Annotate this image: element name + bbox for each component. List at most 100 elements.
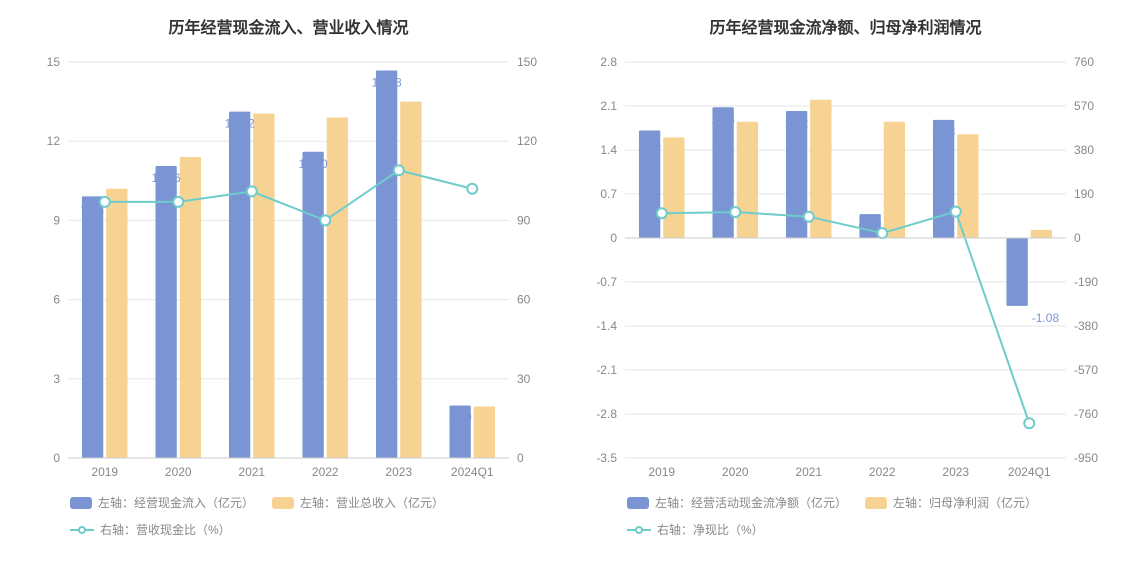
chart-right: -3.5-2.8-2.1-1.4-0.700.71.42.12.8-950-76…: [577, 48, 1114, 488]
legend-label: 左轴：经营现金流入（亿元）: [98, 494, 254, 511]
panel-right: 历年经营现金流净额、归母净利润情况 -3.5 -2.8 -2.1 -1.4 -0.7 0 0…: [577, 8, 1114, 538]
x-tick-label: 2019: [648, 465, 675, 479]
legend-swatch-icon: [627, 524, 651, 536]
svg-text:30: 30: [517, 372, 531, 386]
marker-ratio: [467, 184, 477, 194]
bar-revenue: [106, 189, 127, 458]
legend-label: 左轴：经营活动现金流净额（亿元）: [655, 494, 847, 511]
svg-text:0: 0: [1074, 231, 1081, 245]
marker-ratio: [173, 197, 183, 207]
marker-ratio: [247, 186, 257, 196]
bar-net_profit: [884, 122, 905, 238]
svg-text:-1.4: -1.4: [596, 319, 617, 333]
svg-text:-380: -380: [1074, 319, 1098, 333]
chart-right-svg: -3.5-2.8-2.1-1.4-0.700.71.42.12.8-950-76…: [577, 48, 1114, 488]
marker-net_ratio: [951, 207, 961, 217]
svg-text:-0.7: -0.7: [596, 275, 617, 289]
x-tick-label: 2020: [722, 465, 749, 479]
bar-revenue: [253, 113, 274, 458]
legend-swatch-icon: [627, 497, 649, 509]
svg-text:9: 9: [53, 213, 60, 227]
svg-text:0: 0: [53, 451, 60, 465]
svg-text:3: 3: [53, 372, 60, 386]
bar-revenue: [327, 117, 348, 458]
svg-text:15: 15: [47, 55, 61, 69]
x-tick-label: 2020: [165, 465, 192, 479]
x-tick-label: 2019: [91, 465, 118, 479]
marker-net_ratio: [657, 208, 667, 218]
legend-label: 右轴：净现比（%）: [657, 521, 764, 538]
bar-cash_inflow: [376, 70, 397, 458]
svg-text:12: 12: [47, 134, 61, 148]
bar-label: 11.06: [152, 171, 181, 185]
legend-item-net_profit[interactable]: 左轴：归母净利润（亿元）: [865, 494, 1037, 511]
legend-swatch-icon: [272, 497, 294, 509]
svg-text:2.8: 2.8: [600, 55, 617, 69]
svg-text:-2.8: -2.8: [596, 407, 617, 421]
legend-label: 左轴：营业总收入（亿元）: [300, 494, 444, 511]
bar-net_profit: [663, 137, 684, 238]
legend-swatch-icon: [865, 497, 887, 509]
chart-left-legend: 左轴：经营现金流入（亿元） 左轴：营业总收入（亿元） 右轴：营收现金比（%）: [20, 488, 557, 538]
bar-revenue: [400, 102, 421, 458]
svg-text:190: 190: [1074, 187, 1094, 201]
bar-net_profit: [1031, 230, 1052, 238]
x-tick-label: 2023: [385, 465, 412, 479]
bar-cash_inflow: [229, 112, 250, 458]
svg-text:-760: -760: [1074, 407, 1098, 421]
marker-net_ratio: [877, 228, 887, 238]
marker-net_ratio: [804, 212, 814, 222]
svg-text:6: 6: [53, 293, 60, 307]
svg-text:1.4: 1.4: [600, 143, 617, 157]
x-tick-label: 2024Q1: [1008, 465, 1051, 479]
chart-left: 0369121503060901201509.9111.0613.1211.60…: [20, 48, 557, 488]
svg-text:760: 760: [1074, 55, 1094, 69]
svg-text:-3.5: -3.5: [596, 451, 617, 465]
legend-item-net_ratio[interactable]: 右轴：净现比（%）: [627, 521, 764, 538]
legend-item-cash_inflow[interactable]: 左轴：经营现金流入（亿元）: [70, 494, 254, 511]
svg-text:570: 570: [1074, 99, 1094, 113]
x-tick-label: 2022: [869, 465, 896, 479]
chart-left-svg: 0369121503060901201509.9111.0613.1211.60…: [20, 48, 557, 488]
bar-label: 2.08: [711, 112, 735, 126]
bar-label: 14.68: [372, 75, 402, 89]
chart-right-title: 历年经营现金流净额、归母净利润情况: [577, 14, 1114, 38]
marker-net_ratio: [1024, 418, 1034, 428]
svg-text:0: 0: [517, 451, 524, 465]
legend-label: 右轴：营收现金比（%）: [100, 521, 231, 538]
legend-item-revenue[interactable]: 左轴：营业总收入（亿元）: [272, 494, 444, 511]
bar-cash_inflow: [302, 152, 323, 458]
svg-text:2.1: 2.1: [600, 99, 617, 113]
bar-label: 1.99: [448, 410, 472, 424]
marker-ratio: [320, 215, 330, 225]
bar-label: 13.12: [225, 117, 255, 131]
x-tick-label: 2022: [312, 465, 339, 479]
bar-net_cashflow: [712, 107, 733, 238]
svg-text:0.7: 0.7: [600, 187, 617, 201]
bar-net_cashflow: [1006, 238, 1027, 306]
legend-item-net_cashflow[interactable]: 左轴：经营活动现金流净额（亿元）: [627, 494, 847, 511]
legend-item-ratio[interactable]: 右轴：营收现金比（%）: [70, 521, 231, 538]
svg-text:-570: -570: [1074, 363, 1098, 377]
dashboard: 历年经营现金流入、营业收入情况 0369121503060901201509.9…: [0, 0, 1134, 546]
svg-text:0: 0: [610, 231, 617, 245]
svg-text:60: 60: [517, 293, 531, 307]
marker-ratio: [100, 197, 110, 207]
line-net_ratio: [662, 212, 1030, 424]
x-tick-label: 2021: [795, 465, 822, 479]
bar-label: 2.02: [785, 116, 809, 130]
svg-text:120: 120: [517, 134, 537, 148]
x-tick-label: 2021: [238, 465, 265, 479]
legend-swatch-icon: [70, 524, 94, 536]
chart-right-legend: 左轴：经营活动现金流净额（亿元） 左轴：归母净利润（亿元） 右轴：净现比（%）: [577, 488, 1114, 538]
bar-label: -1.08: [1032, 311, 1060, 325]
svg-text:-190: -190: [1074, 275, 1098, 289]
legend-swatch-icon: [70, 497, 92, 509]
x-tick-label: 2023: [942, 465, 969, 479]
svg-text:-2.1: -2.1: [596, 363, 617, 377]
marker-ratio: [394, 165, 404, 175]
chart-left-title: 历年经营现金流入、营业收入情况: [20, 14, 557, 38]
bar-label: 1.88: [932, 125, 956, 139]
bar-cash_inflow: [155, 166, 176, 458]
panel-left: 历年经营现金流入、营业收入情况 0369121503060901201509.9…: [20, 8, 557, 538]
